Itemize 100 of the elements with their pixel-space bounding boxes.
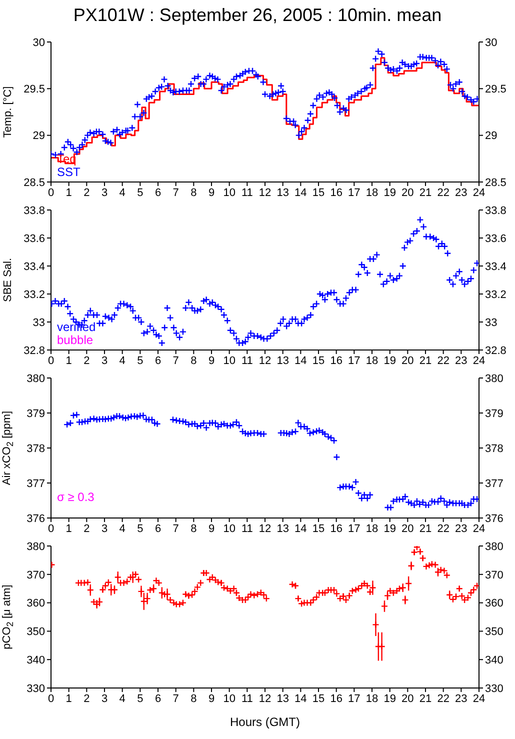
x-tick-label: 2 [84, 522, 90, 535]
x-tick-label: 15 [312, 692, 325, 705]
y-tick-label: 33.8 [24, 204, 45, 217]
y2-tick-label: 33 [485, 316, 498, 329]
x-tick-label: 8 [190, 186, 197, 199]
x-tick-label: 24 [472, 186, 486, 199]
x-tick-label: 21 [419, 692, 432, 705]
x-tick-label: 6 [154, 522, 162, 535]
y2-tick-label: 330 [485, 682, 504, 695]
y-tick-label: 32.8 [24, 344, 45, 357]
x-tick-label: 17 [348, 186, 360, 199]
x-tick-label: 5 [137, 186, 144, 199]
x-tick-label: 24 [472, 692, 486, 705]
x-tick-label: 3 [101, 354, 108, 367]
x-tick-label: 13 [276, 522, 289, 535]
y-tick-label: 33 [32, 316, 45, 329]
y2-tick-label: 30 [485, 36, 498, 49]
x-tick-label: 23 [455, 692, 468, 705]
y-tick-label: 360 [26, 598, 45, 610]
x-tick-label: 0 [48, 186, 54, 199]
x-tick-label: 20 [402, 186, 414, 199]
x-tick-label: 23 [455, 354, 468, 367]
x-tick-label: 5 [137, 522, 144, 535]
x-tick-label: 10 [223, 692, 236, 705]
y-tick-label: 370 [26, 569, 45, 582]
x-tick-label: 22 [437, 522, 450, 535]
x-tick-label: 14 [294, 354, 307, 367]
y2-tick-label: 29 [485, 130, 498, 142]
x-tick-label: 6 [154, 186, 162, 199]
y-tick-label: 377 [26, 478, 45, 490]
x-tick-label: 18 [366, 522, 378, 535]
y-tick-label: 28.5 [24, 176, 45, 189]
x-tick-label: 11 [241, 186, 253, 199]
x-tick-label: 3 [101, 186, 108, 199]
x-tick-label: 15 [312, 522, 325, 535]
x-tick-label: 22 [437, 692, 450, 705]
x-tick-label: 18 [366, 186, 378, 199]
x-tick-label: 22 [437, 186, 450, 199]
x-tick-label: 1 [66, 354, 72, 367]
y2-tick-label: 33.8 [485, 204, 506, 217]
series-label: SST [57, 165, 80, 179]
x-tick-label: 0 [48, 692, 54, 705]
x-tick-label: 12 [258, 354, 272, 367]
x-tick-label: 12 [258, 522, 272, 535]
x-tick-label: 7 [172, 522, 179, 535]
x-tick-label: 10 [223, 186, 236, 199]
x-tick-label: 10 [223, 522, 236, 535]
x-tick-label: 21 [419, 186, 432, 199]
y-tick-label: 33.2 [24, 288, 45, 301]
x-tick-label: 16 [330, 354, 342, 367]
x-tick-label: 11 [241, 522, 253, 535]
x-tick-label: 11 [241, 354, 253, 367]
y2-tick-label: 378 [485, 442, 504, 455]
x-tick-label: 17 [348, 522, 360, 535]
y-tick-label: 350 [26, 626, 45, 638]
x-tick-label: 23 [455, 522, 468, 535]
x-tick-label: 8 [190, 692, 197, 705]
y-tick-label: 376 [26, 512, 45, 525]
x-tick-label: 13 [276, 186, 289, 199]
x-axis-title: Hours (GMT) [230, 715, 300, 729]
x-tick-label: 14 [294, 186, 307, 199]
x-tick-label: 19 [384, 692, 396, 705]
x-tick-label: 20 [402, 354, 414, 367]
x-tick-label: 7 [172, 354, 179, 367]
x-tick-label: 21 [419, 522, 432, 535]
x-tick-label: 23 [455, 186, 468, 199]
x-tick-label: 20 [402, 522, 414, 535]
x-tick-label: 12 [258, 692, 272, 705]
x-tick-label: 6 [154, 354, 162, 367]
x-tick-label: 17 [348, 354, 360, 367]
x-tick-label: 18 [366, 354, 378, 367]
y2-tick-label: 360 [485, 598, 504, 610]
x-tick-label: 16 [330, 522, 342, 535]
y2-tick-label: 380 [485, 540, 504, 553]
x-tick-label: 16 [330, 186, 342, 199]
x-tick-label: 18 [366, 692, 378, 705]
y2-tick-label: 377 [485, 478, 504, 490]
x-tick-label: 15 [312, 186, 325, 199]
x-tick-label: 9 [208, 692, 215, 705]
y2-tick-label: 33.4 [485, 260, 506, 273]
x-tick-label: 12 [258, 186, 272, 199]
x-tick-label: 9 [208, 186, 215, 199]
y-tick-label: 30 [32, 36, 45, 49]
x-tick-label: 15 [312, 354, 325, 367]
x-tick-label: 2 [84, 354, 90, 367]
y2-tick-label: 32.8 [485, 344, 506, 357]
y2-tick-label: 350 [485, 626, 504, 638]
y2-tick-label: 379 [485, 408, 504, 420]
y-tick-label: 29 [32, 130, 45, 142]
x-tick-label: 24 [472, 522, 486, 535]
x-tick-label: 13 [276, 354, 289, 367]
x-tick-label: 10 [223, 354, 236, 367]
y-tick-label: 330 [26, 682, 45, 695]
x-tick-label: 4 [119, 522, 126, 535]
y-axis-title: Temp. [°C] [2, 86, 14, 138]
x-tick-label: 4 [119, 692, 126, 705]
x-tick-label: 13 [276, 692, 289, 705]
x-tick-label: 9 [208, 354, 215, 367]
x-tick-label: 3 [101, 522, 108, 535]
y-tick-label: 340 [26, 654, 45, 667]
